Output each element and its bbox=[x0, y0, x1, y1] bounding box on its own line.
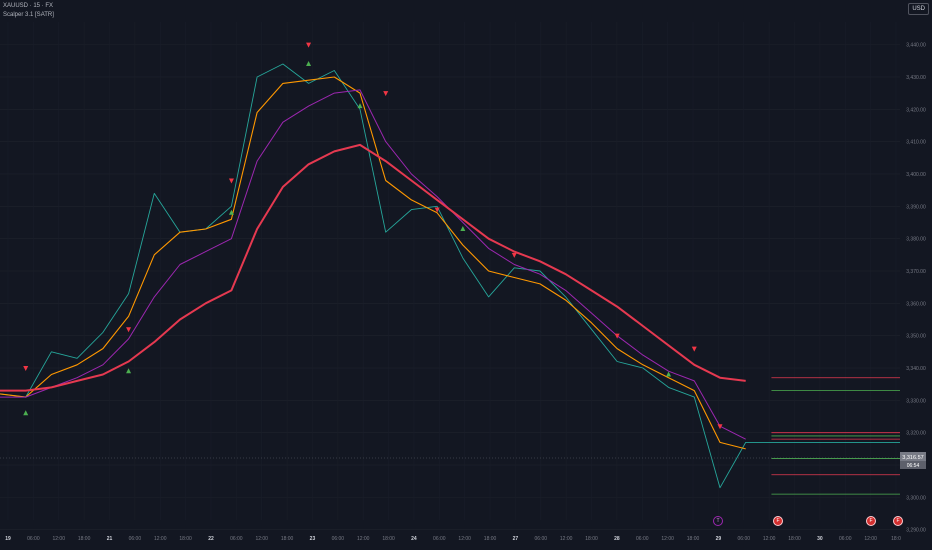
countdown-tag bbox=[900, 461, 926, 469]
time-tick-label: 29 bbox=[716, 536, 722, 542]
time-tick-label: 23 bbox=[310, 536, 316, 542]
time-tick-label: 27 bbox=[513, 536, 519, 542]
time-tick-label: 06:00 bbox=[332, 536, 345, 542]
current-price-tag bbox=[900, 452, 926, 461]
chart-grid bbox=[0, 22, 900, 531]
event-marker-t[interactable]: T bbox=[713, 516, 723, 526]
price-tick-label: 3,400.00 bbox=[906, 172, 926, 178]
level-lines bbox=[771, 377, 900, 495]
time-tick-label: 12:00 bbox=[661, 536, 674, 542]
buy-signal-marker bbox=[460, 225, 466, 231]
buy-signal-marker bbox=[306, 61, 312, 67]
time-tick-label: 18:0 bbox=[891, 536, 901, 542]
sell-signal-marker bbox=[434, 207, 440, 213]
current-price-text: 3,316.57 bbox=[902, 455, 923, 461]
price-tick-label: 3,300.00 bbox=[906, 495, 926, 501]
sell-signal-marker bbox=[717, 424, 723, 430]
time-tick-label: 19 bbox=[5, 536, 11, 542]
indicator-legend[interactable]: Scalper 3.1 [SATR] bbox=[3, 12, 54, 18]
time-tick-label: 12:00 bbox=[255, 536, 268, 542]
time-tick-label: 28 bbox=[614, 536, 620, 542]
chart-series bbox=[0, 63, 900, 489]
sell-signal-marker bbox=[691, 346, 697, 352]
time-tick-label: 06:00 bbox=[129, 536, 142, 542]
time-tick-label: 06:00 bbox=[27, 536, 40, 542]
symbol-legend[interactable]: XAUUSD · 15 · FX bbox=[3, 3, 54, 9]
price-tick-label: 3,320.00 bbox=[906, 431, 926, 437]
time-tick-label: 06:00 bbox=[839, 536, 852, 542]
time-tick-label: 30 bbox=[817, 536, 823, 542]
price-tick-label: 3,390.00 bbox=[906, 204, 926, 210]
signal-markers bbox=[23, 42, 723, 430]
time-tick-label: 12:00 bbox=[52, 536, 65, 542]
price-tick-label: 3,330.00 bbox=[906, 398, 926, 404]
time-tick-label: 06:00 bbox=[230, 536, 243, 542]
time-tick-label: 06:00 bbox=[636, 536, 649, 542]
time-tick-label: 12:00 bbox=[763, 536, 776, 542]
time-tick-label: 12:00 bbox=[154, 536, 167, 542]
time-tick-label: 22 bbox=[208, 536, 214, 542]
time-tick-label: 18:00 bbox=[788, 536, 801, 542]
event-marker-flag-1[interactable]: F bbox=[773, 516, 783, 526]
ema-slow-line bbox=[0, 143, 746, 392]
sell-signal-marker bbox=[383, 91, 389, 97]
time-tick-label: 06:00 bbox=[535, 536, 548, 542]
time-tick-label: 21 bbox=[107, 536, 113, 542]
time-axis[interactable]: 19 06:00 12:00 18:00 21 06:00 12:00 18:00 22 06:0… bbox=[5, 536, 901, 542]
time-tick-label: 12:00 bbox=[864, 536, 877, 542]
price-tick-label: 3,360.00 bbox=[906, 301, 926, 307]
price-tick-label: 3,420.00 bbox=[906, 107, 926, 113]
sell-signal-marker bbox=[511, 252, 517, 258]
time-tick-label: 06:00 bbox=[433, 536, 446, 542]
time-tick-label: 12:00 bbox=[560, 536, 573, 542]
sell-signal-marker bbox=[228, 178, 234, 184]
sell-signal-marker bbox=[614, 333, 620, 339]
price-line bbox=[0, 63, 900, 489]
buy-signal-marker bbox=[126, 368, 132, 374]
price-tick-label: 3,440.00 bbox=[906, 43, 926, 49]
ema-mid-line bbox=[0, 89, 746, 440]
price-tick-label: 3,410.00 bbox=[906, 140, 926, 146]
time-tick-label: 12:00 bbox=[357, 536, 370, 542]
price-tick-label: 3,430.00 bbox=[906, 75, 926, 81]
currency-button[interactable]: USD bbox=[908, 3, 929, 15]
price-tick-label: 3,380.00 bbox=[906, 237, 926, 243]
ema-fast-line bbox=[0, 76, 746, 450]
buy-signal-marker bbox=[228, 209, 234, 215]
price-tick-label: 3,290.00 bbox=[906, 528, 926, 534]
time-tick-label: 24 bbox=[411, 536, 417, 542]
time-tick-label: 12:00 bbox=[458, 536, 471, 542]
sell-signal-marker bbox=[306, 42, 312, 48]
buy-signal-marker bbox=[666, 371, 672, 377]
time-tick-label: 18:00 bbox=[687, 536, 700, 542]
price-tick-label: 3,350.00 bbox=[906, 334, 926, 340]
time-tick-label: 18:00 bbox=[78, 536, 91, 542]
buy-signal-marker bbox=[357, 103, 363, 109]
time-tick-label: 18:00 bbox=[585, 536, 598, 542]
time-tick-label: 18:00 bbox=[382, 536, 395, 542]
event-marker-flag-2[interactable]: F bbox=[866, 516, 876, 526]
buy-signal-marker bbox=[23, 410, 29, 416]
price-axis[interactable]: 3,440.00 3,430.00 3,420.00 3,410.00 3,400.00… bbox=[906, 43, 926, 534]
countdown-text: 06:54 bbox=[907, 463, 920, 469]
time-tick-label: 18:00 bbox=[484, 536, 497, 542]
price-tick-label: 3,340.00 bbox=[906, 366, 926, 372]
sell-signal-marker bbox=[23, 366, 29, 372]
time-tick-label: 18:00 bbox=[179, 536, 192, 542]
time-tick-label: 18:00 bbox=[281, 536, 294, 542]
price-tick-label: 3,370.00 bbox=[906, 269, 926, 275]
sell-signal-marker bbox=[126, 327, 132, 333]
event-marker-flag-3[interactable]: F bbox=[893, 516, 903, 526]
time-tick-label: 06:00 bbox=[738, 536, 751, 542]
